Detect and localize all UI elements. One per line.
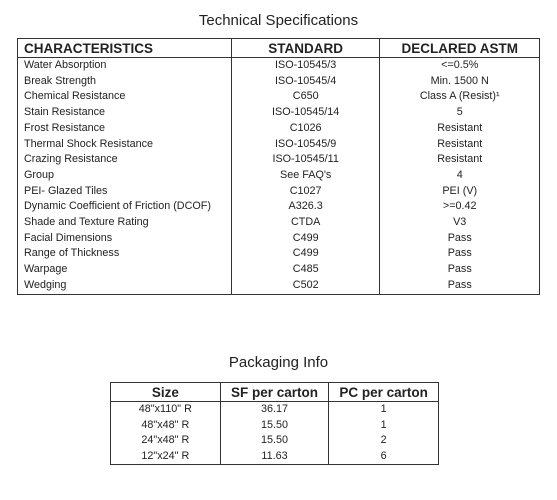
characteristic-cell: Thermal Shock Resistance [17, 136, 232, 153]
size-cell: 48"x110" R [110, 401, 221, 418]
characteristic-cell: Group [17, 167, 232, 184]
packaging-header-row: Size SF per carton PC per carton [110, 382, 439, 402]
sf-per-carton-cell: 36.17 [219, 401, 330, 418]
declared-value-cell: Pass [379, 277, 540, 295]
standard-cell: A326.3 [230, 199, 381, 216]
standard-cell: C502 [230, 277, 381, 295]
characteristic-cell: Warpage [17, 262, 232, 278]
spec-row: Wedging C502 Pass [17, 277, 540, 295]
pc-per-carton-cell: 1 [328, 417, 439, 433]
declared-value-cell: Resistant [379, 136, 540, 153]
standard-cell: C1027 [230, 183, 381, 200]
sf-per-carton-cell: 11.63 [219, 448, 330, 465]
spec-title: Technical Specifications [198, 12, 359, 29]
standard-cell: ISO-10545/9 [230, 136, 381, 153]
packaging-title: Packaging Info [228, 354, 329, 371]
characteristic-cell: Stain Resistance [17, 105, 232, 121]
spec-row: Facial Dimensions C499 Pass [17, 230, 540, 247]
standard-cell: CTDA [230, 215, 381, 231]
packaging-header-pc: PC per carton [328, 382, 439, 402]
characteristic-cell: Water Absorption [17, 57, 232, 74]
characteristic-cell: Wedging [17, 277, 232, 295]
declared-value-cell: Min. 1500 N [379, 73, 540, 90]
declared-value-cell: 4 [379, 167, 540, 184]
characteristic-cell: Crazing Resistance [17, 152, 232, 168]
standard-cell: C485 [230, 262, 381, 278]
spec-header-characteristics: CHARACTERISTICS [17, 38, 232, 58]
characteristic-cell: Range of Thickness [17, 246, 232, 263]
declared-value-cell: Pass [379, 246, 540, 263]
spec-header-row: CHARACTERISTICS STANDARD DECLARED ASTM [17, 38, 540, 58]
sf-per-carton-cell: 15.50 [219, 433, 330, 449]
declared-value-cell: Resistant [379, 120, 540, 137]
spec-row: Crazing Resistance ISO-10545/11 Resistant [17, 152, 540, 168]
spec-row: Break Strength ISO-10545/4 Min. 1500 N [17, 73, 540, 90]
standard-cell: ISO-10545/14 [230, 105, 381, 121]
standard-cell: ISO-10545/11 [230, 152, 381, 168]
declared-value-cell: V3 [379, 215, 540, 231]
characteristic-cell: Facial Dimensions [17, 230, 232, 247]
characteristic-cell: Chemical Resistance [17, 89, 232, 106]
pc-per-carton-cell: 6 [328, 448, 439, 465]
characteristic-cell: Dynamic Coefficient of Friction (DCOF) [17, 199, 232, 216]
packaging-table: Size SF per carton PC per carton 48"x110… [110, 382, 439, 465]
declared-value-cell: PEI (V) [379, 183, 540, 200]
characteristic-cell: PEI- Glazed Tiles [17, 183, 232, 200]
size-cell: 48"x48" R [110, 417, 221, 433]
standard-cell: C650 [230, 89, 381, 106]
standard-cell: ISO-10545/4 [230, 73, 381, 90]
size-cell: 12"x24" R [110, 448, 221, 465]
spec-row: Range of Thickness C499 Pass [17, 246, 540, 263]
spec-row: Water Absorption ISO-10545/3 <=0.5% [17, 57, 540, 74]
size-cell: 24"x48" R [110, 433, 221, 449]
spec-row: Frost Resistance C1026 Resistant [17, 120, 540, 137]
spec-row: Shade and Texture Rating CTDA V3 [17, 215, 540, 231]
standard-cell: See FAQ's [230, 167, 381, 184]
declared-value-cell: 5 [379, 105, 540, 121]
pc-per-carton-cell: 1 [328, 401, 439, 418]
spec-row: Thermal Shock Resistance ISO-10545/9 Resis… [17, 136, 540, 153]
spec-table: CHARACTERISTICS STANDARD DECLARED ASTM W… [17, 38, 540, 295]
spec-row: Dynamic Coefficient of Friction (DCOF) A3… [17, 199, 540, 216]
characteristic-cell: Frost Resistance [17, 120, 232, 137]
characteristic-cell: Shade and Texture Rating [17, 215, 232, 231]
packaging-row: 48"x48" R 15.50 1 [110, 417, 439, 433]
declared-value-cell: Pass [379, 230, 540, 247]
standard-cell: ISO-10545/3 [230, 57, 381, 74]
spec-header-standard: STANDARD [230, 38, 381, 58]
spec-row: PEI- Glazed Tiles C1027 PEI (V) [17, 183, 540, 200]
characteristic-cell: Break Strength [17, 73, 232, 90]
pc-per-carton-cell: 2 [328, 433, 439, 449]
declared-value-cell: Pass [379, 262, 540, 278]
sf-per-carton-cell: 15.50 [219, 417, 330, 433]
declared-value-cell: Resistant [379, 152, 540, 168]
packaging-header-size: Size [110, 382, 221, 402]
declared-value-cell: >=0.42 [379, 199, 540, 216]
declared-value-cell: Class A (Resist)¹ [379, 89, 540, 106]
packaging-row: 24"x48" R 15.50 2 [110, 433, 439, 449]
packaging-row: 12"x24" R 11.63 6 [110, 448, 439, 465]
spec-header-declared: DECLARED ASTM [379, 38, 540, 58]
spec-row: Warpage C485 Pass [17, 262, 540, 278]
standard-cell: C1026 [230, 120, 381, 137]
standard-cell: C499 [230, 246, 381, 263]
spec-row: Group See FAQ's 4 [17, 167, 540, 184]
spec-row: Stain Resistance ISO-10545/14 5 [17, 105, 540, 121]
packaging-header-sf: SF per carton [219, 382, 330, 402]
declared-value-cell: <=0.5% [379, 57, 540, 74]
spec-row: Chemical Resistance C650 Class A (Resist)¹ [17, 89, 540, 106]
standard-cell: C499 [230, 230, 381, 247]
packaging-row: 48"x110" R 36.17 1 [110, 401, 439, 418]
